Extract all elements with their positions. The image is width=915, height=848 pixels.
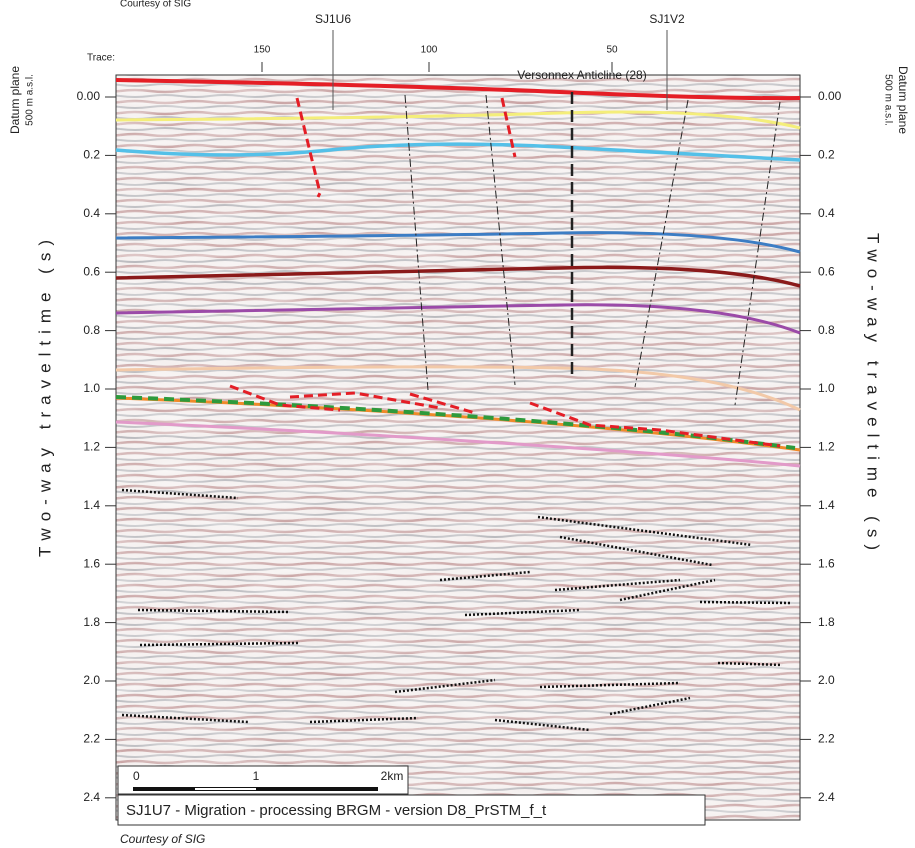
- y-tick-label: 0.6: [818, 264, 835, 278]
- trace-tick: 50: [606, 45, 618, 56]
- horizon: [115, 365, 801, 412]
- reflector: [699, 600, 791, 605]
- datum-label: 500 m a.s.l.: [882, 74, 893, 126]
- y-tick-label: 2.0: [83, 673, 100, 687]
- y-tick-label: 1.0: [83, 381, 100, 395]
- reflector: [439, 570, 531, 582]
- reflector: [539, 681, 681, 689]
- axis-title: Two-way traveltime (s): [864, 233, 883, 557]
- y-tick-label: 1.8: [818, 615, 835, 629]
- horizon: [115, 78, 801, 101]
- y-tick-label: 1.0: [818, 381, 835, 395]
- horizon: [115, 231, 801, 254]
- fault: [529, 401, 781, 448]
- y-tick-label: 1.4: [83, 498, 100, 512]
- reflector: [394, 678, 496, 694]
- horizon: [115, 142, 801, 162]
- reflector: [554, 578, 681, 592]
- seismic-panel: [115, 74, 801, 821]
- well-label: SJ1V2: [649, 12, 685, 26]
- trace-tick: 150: [254, 45, 271, 56]
- y-tick-label: 1.4: [818, 498, 835, 512]
- fault: [295, 97, 322, 198]
- y-tick-label: 0.2: [818, 148, 835, 162]
- y-tick-label: 0.00: [818, 89, 842, 103]
- fault: [229, 384, 341, 412]
- well-label: SJ1U6: [315, 12, 351, 26]
- y-tick-label: 2.4: [83, 790, 100, 804]
- reflector: [121, 488, 239, 500]
- horizon: [115, 396, 801, 452]
- reflector: [717, 661, 783, 667]
- fault-interp: [485, 94, 516, 386]
- fault-interp: [734, 101, 781, 406]
- y-tick-label: 0.8: [83, 323, 100, 337]
- credit-top: Courtesy of SIG: [120, 0, 191, 10]
- datum-label: 500 m a.s.l.: [25, 74, 36, 126]
- y-tick-label: 2.2: [83, 732, 100, 746]
- horizon: [115, 420, 801, 468]
- scale-label: 2km: [381, 769, 404, 783]
- datum-label: Datum plane: [8, 66, 22, 134]
- y-tick-label: 0.8: [818, 323, 835, 337]
- axis-title: Two-way traveltime (s): [35, 233, 54, 557]
- reflector: [137, 608, 291, 614]
- trace-label: Trace:: [87, 53, 115, 64]
- reflector: [559, 535, 713, 567]
- fault: [289, 391, 441, 410]
- horizon: [115, 265, 801, 288]
- annotation: Versonnex Anticline (28): [517, 68, 646, 82]
- fault: [500, 97, 517, 158]
- y-tick-label: 0.4: [83, 206, 100, 220]
- horizons: [115, 78, 801, 732]
- y-tick-label: 2.4: [818, 790, 835, 804]
- scale-label: 1: [253, 769, 260, 783]
- caption: SJ1U7 - Migration - processing BRGM - ve…: [126, 802, 547, 819]
- y-tick-label: 1.6: [83, 556, 100, 570]
- y-tick-label: 2.0: [818, 673, 835, 687]
- y-tick-label: 0.4: [818, 206, 835, 220]
- y-tick-label: 0.6: [83, 264, 100, 278]
- trace-tick: 100: [421, 45, 438, 56]
- y-tick-label: 1.8: [83, 615, 100, 629]
- horizon: [115, 110, 801, 130]
- reflector: [464, 608, 581, 617]
- footer: Courtesy of SIG: [120, 832, 205, 846]
- y-tick-label: 2.2: [818, 732, 835, 746]
- reflector: [619, 578, 716, 602]
- fault-interp: [634, 99, 689, 388]
- y-tick-label: 1.2: [818, 440, 835, 454]
- y-tick-label: 0.00: [77, 89, 101, 103]
- scale-label: 0: [133, 769, 140, 783]
- y-tick-label: 1.2: [83, 440, 100, 454]
- datum-label: Datum plane: [896, 66, 910, 134]
- horizon: [115, 303, 801, 335]
- y-tick-label: 1.6: [818, 556, 835, 570]
- reflector: [609, 696, 691, 716]
- fault-interp: [404, 94, 429, 391]
- reflector: [121, 713, 249, 724]
- y-tick-label: 0.2: [83, 148, 100, 162]
- scale-bar: 0 1 2km: [117, 765, 409, 795]
- fault: [409, 392, 476, 415]
